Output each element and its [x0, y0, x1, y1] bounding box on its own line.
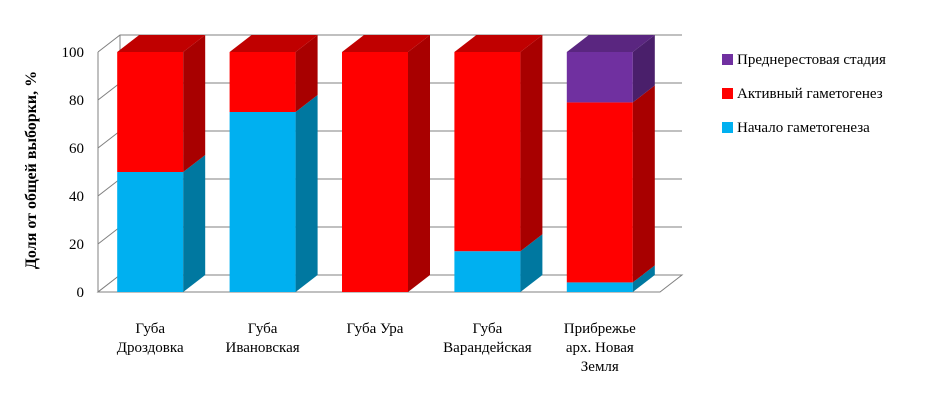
- legend-label: Преднерестовая стадия: [737, 52, 886, 68]
- bar-side: [295, 95, 318, 292]
- legend-entry: Преднерестовая стадия: [722, 52, 886, 68]
- y-tick-label: 20: [69, 237, 84, 253]
- bar-side: [632, 35, 655, 103]
- bar-side: [520, 35, 543, 252]
- bar-side: [183, 35, 206, 172]
- y-tick-label: 100: [62, 45, 85, 61]
- legend-swatch: [722, 122, 733, 133]
- bar-front: [229, 52, 296, 112]
- bar-top: [454, 35, 543, 52]
- bar-side: [183, 155, 206, 292]
- bar-segment: [229, 95, 318, 292]
- bar-front: [342, 52, 408, 292]
- bar-top: [229, 35, 318, 52]
- bar-segment: [454, 35, 543, 252]
- bar-side: [520, 234, 543, 292]
- y-tick-label: 60: [69, 141, 84, 157]
- y-tick-labels: 0 20 40 60 80 100: [62, 45, 85, 301]
- bar-front: [454, 251, 521, 292]
- bar-front: [117, 52, 184, 172]
- bar-front: [454, 52, 521, 252]
- bar-side: [295, 35, 318, 112]
- legend-swatch: [722, 88, 733, 99]
- bar-side: [632, 265, 655, 292]
- legend-swatch: [722, 54, 733, 65]
- legend-entry: Начало гаметогенеза: [722, 120, 870, 136]
- category-label: Губа Дроздовка: [117, 321, 184, 356]
- bar-segment: [566, 85, 655, 283]
- bar-segment: [117, 35, 206, 172]
- category-label: Губа Варандейская: [443, 321, 532, 356]
- category-label: Губа Ура: [347, 321, 404, 337]
- bar-front: [229, 112, 296, 292]
- bar-front: [566, 52, 633, 103]
- category-label: Губа Ивановская: [226, 321, 300, 356]
- category-labels: Губа Дроздовка Губа Ивановская Губа Ура Губа В…: [117, 321, 636, 375]
- legend-label: Активный гаметогенез: [737, 86, 883, 102]
- legend-label: Начало гаметогенеза: [737, 120, 870, 136]
- legend: Преднерестовая стадия Активный гаметогене…: [722, 52, 886, 136]
- bar-front: [566, 282, 633, 292]
- y-tick-label: 80: [69, 93, 84, 109]
- y-axis-label: Доля от общей выборки, %: [23, 71, 40, 269]
- bar-top: [117, 35, 206, 52]
- bar-top: [566, 35, 655, 52]
- bar-side: [408, 35, 430, 292]
- legend-entry: Активный гаметогенез: [722, 86, 883, 102]
- y-tick-label: 40: [69, 189, 84, 205]
- y-tick-label: 0: [77, 285, 85, 301]
- bar-side: [632, 85, 655, 283]
- bar-segment: [342, 35, 430, 292]
- category-label: Прибрежье арх. Новая Земля: [564, 321, 636, 375]
- bar-segment: [566, 35, 655, 103]
- bar-segment: [566, 265, 655, 292]
- bar-front: [117, 172, 184, 292]
- bar-segment: [454, 234, 543, 292]
- bar-top: [342, 35, 430, 52]
- bar-segment: [229, 35, 318, 112]
- bar-segment: [117, 155, 206, 292]
- bar-front: [566, 102, 633, 283]
- chart-bars: [117, 35, 655, 292]
